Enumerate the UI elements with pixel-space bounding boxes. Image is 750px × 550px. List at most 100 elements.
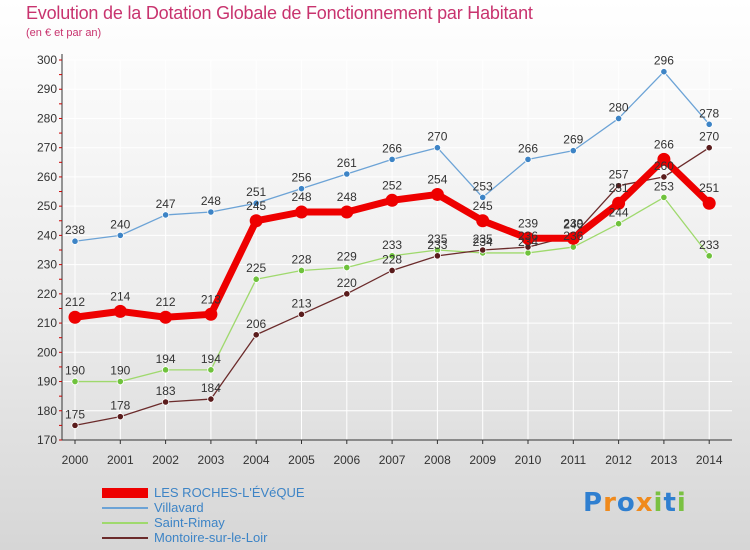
data-label: 233 <box>382 238 402 252</box>
data-point <box>116 231 124 239</box>
logo-letter: x <box>635 488 654 518</box>
data-label: 270 <box>427 130 447 144</box>
data-point <box>479 246 487 254</box>
data-point <box>204 307 218 321</box>
y-tick-label: 170 <box>37 433 57 447</box>
y-tick-label: 210 <box>37 316 57 330</box>
data-point <box>252 331 260 339</box>
logo-letter: i <box>653 488 664 518</box>
data-label: 269 <box>563 133 583 147</box>
legend-item-villavard[interactable]: Villavard <box>100 500 430 516</box>
data-point <box>612 196 626 210</box>
legend-swatch-saint-rimay <box>102 522 148 524</box>
data-label: 257 <box>609 168 629 182</box>
data-label: 183 <box>156 384 176 398</box>
data-label: 245 <box>246 199 266 213</box>
line-chart: 170 180 190 200 210 220 230 240 250 260 270 280 290 3… <box>37 53 732 467</box>
data-label: 256 <box>291 171 311 185</box>
data-label: 239 <box>518 216 538 230</box>
x-tick-label: 2000 <box>62 453 89 467</box>
data-label: 178 <box>110 399 130 413</box>
data-point <box>252 199 260 207</box>
x-tick-label: 2014 <box>696 453 723 467</box>
x-tick-label: 2013 <box>651 453 678 467</box>
data-label: 261 <box>337 156 357 170</box>
logo-letter: i <box>676 488 687 518</box>
y-tick-label: 240 <box>37 228 57 242</box>
data-point <box>159 310 173 324</box>
data-label: 251 <box>609 181 629 195</box>
data-point <box>388 266 396 275</box>
chart-subtitle: (en € et par an) <box>26 27 102 39</box>
logo-letter: o <box>616 488 636 518</box>
y-tick-label: 180 <box>37 404 57 418</box>
x-tick-label: 2003 <box>198 453 225 467</box>
data-label: 213 <box>291 296 311 310</box>
data-point <box>476 214 490 228</box>
y-tick-label: 230 <box>37 258 57 272</box>
legend-item-saint-rimay[interactable]: Saint-Rimay <box>100 515 430 531</box>
data-label: 278 <box>699 106 719 120</box>
data-point <box>249 214 263 228</box>
y-tick-label: 190 <box>37 375 57 389</box>
data-point <box>162 211 170 219</box>
legend-label-montoire: Montoire-sur-le-Loir <box>154 530 268 545</box>
data-point <box>343 263 351 272</box>
data-label: 229 <box>337 250 357 264</box>
data-point <box>297 185 306 193</box>
data-label: 212 <box>156 295 176 309</box>
data-point <box>660 173 668 181</box>
data-point <box>340 205 354 219</box>
data-point <box>521 231 535 245</box>
data-label: 280 <box>609 100 629 114</box>
data-point <box>297 266 306 275</box>
legend-swatch-roches <box>102 488 148 498</box>
y-tick-label: 280 <box>37 111 57 125</box>
data-label: 184 <box>201 381 221 395</box>
data-point <box>207 366 215 374</box>
data-label: 233 <box>699 238 719 252</box>
legend-label-saint-rimay: Saint-Rimay <box>154 515 225 530</box>
y-tick-label: 250 <box>37 199 57 213</box>
legend-label-villavard: Villavard <box>154 500 204 515</box>
data-point <box>207 208 215 216</box>
data-label: 266 <box>382 141 402 155</box>
data-point <box>388 155 396 163</box>
data-point <box>433 144 441 152</box>
data-point <box>162 398 170 406</box>
data-label: 251 <box>699 181 719 195</box>
data-label: 270 <box>699 130 719 144</box>
data-point <box>252 275 260 283</box>
data-point <box>566 231 580 245</box>
data-point <box>660 193 668 201</box>
data-label: 247 <box>156 197 176 211</box>
data-label: 245 <box>473 199 493 213</box>
data-label: 266 <box>518 141 538 155</box>
data-label: 206 <box>246 317 266 331</box>
y-tick-label: 200 <box>37 345 57 359</box>
data-label: 194 <box>156 352 176 366</box>
data-point <box>657 152 671 166</box>
data-point <box>479 193 487 201</box>
legend-swatch-montoire <box>102 537 148 539</box>
x-tick-label: 2001 <box>107 453 134 467</box>
x-tick-label: 2002 <box>152 453 179 467</box>
y-tick-label: 290 <box>37 82 57 96</box>
data-point <box>433 252 441 260</box>
data-point <box>295 205 308 219</box>
data-point <box>207 395 215 403</box>
data-label: 235 <box>427 232 447 246</box>
legend-label-roches: LES ROCHES-L'ÉVéQUE <box>154 485 305 500</box>
data-point <box>660 68 668 76</box>
data-label: 252 <box>382 178 402 192</box>
data-point <box>343 170 351 178</box>
data-label: 220 <box>337 276 357 290</box>
data-label: 248 <box>201 194 221 208</box>
data-label: 236 <box>563 229 583 243</box>
data-label: 190 <box>110 364 130 378</box>
legend-item-montoire[interactable]: Montoire-sur-le-Loir <box>100 530 430 546</box>
x-tick-label: 2010 <box>515 453 542 467</box>
data-label: 190 <box>65 364 85 378</box>
legend-item-roches[interactable]: LES ROCHES-L'ÉVéQUE <box>100 485 430 501</box>
data-label: 212 <box>65 295 85 309</box>
